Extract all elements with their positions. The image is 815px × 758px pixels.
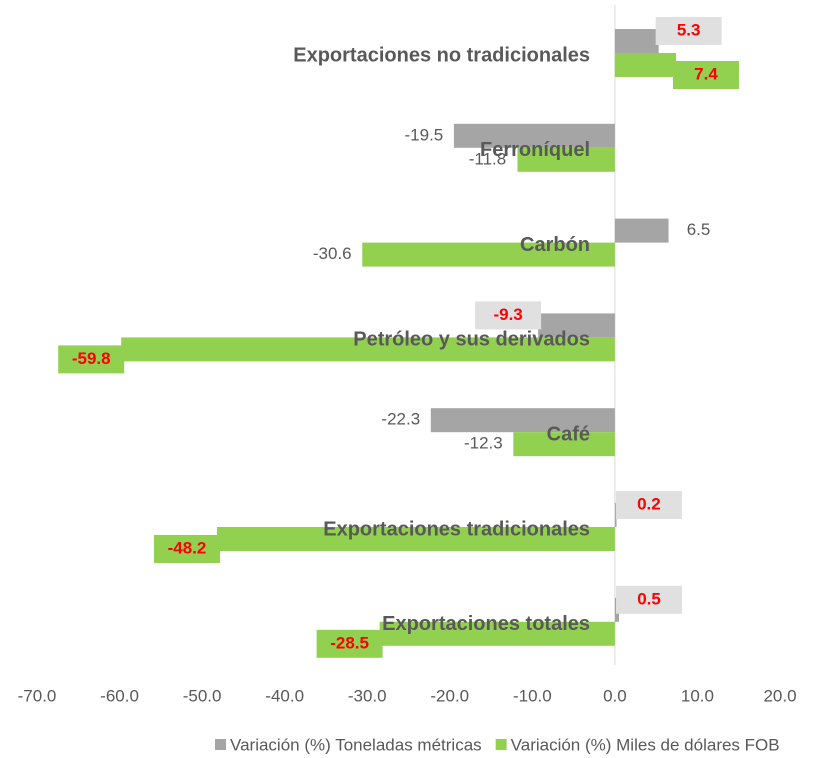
data-label: 0.2: [637, 494, 661, 513]
x-tick-label: 20.0: [763, 686, 796, 705]
bar: [513, 432, 615, 457]
x-tick-label: -60.0: [100, 686, 139, 705]
data-label: -11.8: [469, 149, 507, 168]
data-label: -30.6: [313, 244, 352, 263]
category-label: Café: [547, 423, 590, 445]
category-label: Ferroníquel: [480, 139, 590, 161]
x-tick-label: -50.0: [183, 686, 222, 705]
label-box: [615, 491, 682, 519]
data-label: -19.5: [405, 125, 444, 144]
label-box: [316, 629, 383, 658]
x-tick-label: -70.0: [18, 686, 57, 705]
data-label: 5.3: [677, 20, 701, 39]
legend-label: Variación (%) Toneladas métricas: [230, 735, 482, 754]
legend-swatch: [215, 739, 226, 750]
x-tick-label: -40.0: [265, 686, 304, 705]
data-label: 7.4: [694, 64, 718, 83]
category-label: Exportaciones totales: [382, 613, 590, 635]
label-box: [616, 585, 683, 614]
bar: [614, 53, 676, 77]
data-label: -22.3: [381, 410, 420, 429]
label-box: [153, 535, 220, 563]
data-label: -59.8: [72, 349, 111, 368]
category-label: Petróleo y sus derivados: [353, 329, 590, 351]
label-box: [475, 301, 542, 330]
x-tick-label: 10.0: [681, 686, 714, 705]
legend-swatch: [495, 739, 507, 750]
x-tick-label: -10.0: [513, 686, 552, 705]
data-label: 0.5: [637, 589, 661, 608]
category-label: Carbón: [520, 234, 590, 256]
bar: [517, 147, 615, 172]
data-label: -12.3: [464, 434, 503, 453]
x-tick-label: -20.0: [430, 686, 469, 705]
x-tick-label: -30.0: [348, 686, 387, 705]
bar: [216, 527, 615, 551]
bar: [362, 242, 615, 267]
bar: [538, 313, 615, 338]
label-box: [655, 17, 722, 45]
x-tick-label: 0.0: [603, 686, 627, 705]
data-label: -9.3: [493, 305, 522, 324]
bar: [614, 29, 659, 53]
data-label: -28.5: [330, 633, 369, 652]
data-label: 6.5: [687, 220, 711, 239]
legend-label: Variación (%) Miles de dólares FOB: [511, 735, 780, 754]
bar: [379, 621, 615, 646]
category-label: Exportaciones tradicionales: [323, 518, 590, 540]
bar: [614, 218, 669, 243]
bar: [453, 123, 615, 148]
data-label: -48.2: [168, 538, 207, 557]
label-box: [58, 345, 125, 374]
bar: [430, 408, 615, 433]
bar: [121, 337, 615, 362]
label-box: [672, 61, 739, 89]
category-label: Exportaciones no tradicionales: [293, 44, 590, 66]
bar: [614, 503, 617, 527]
